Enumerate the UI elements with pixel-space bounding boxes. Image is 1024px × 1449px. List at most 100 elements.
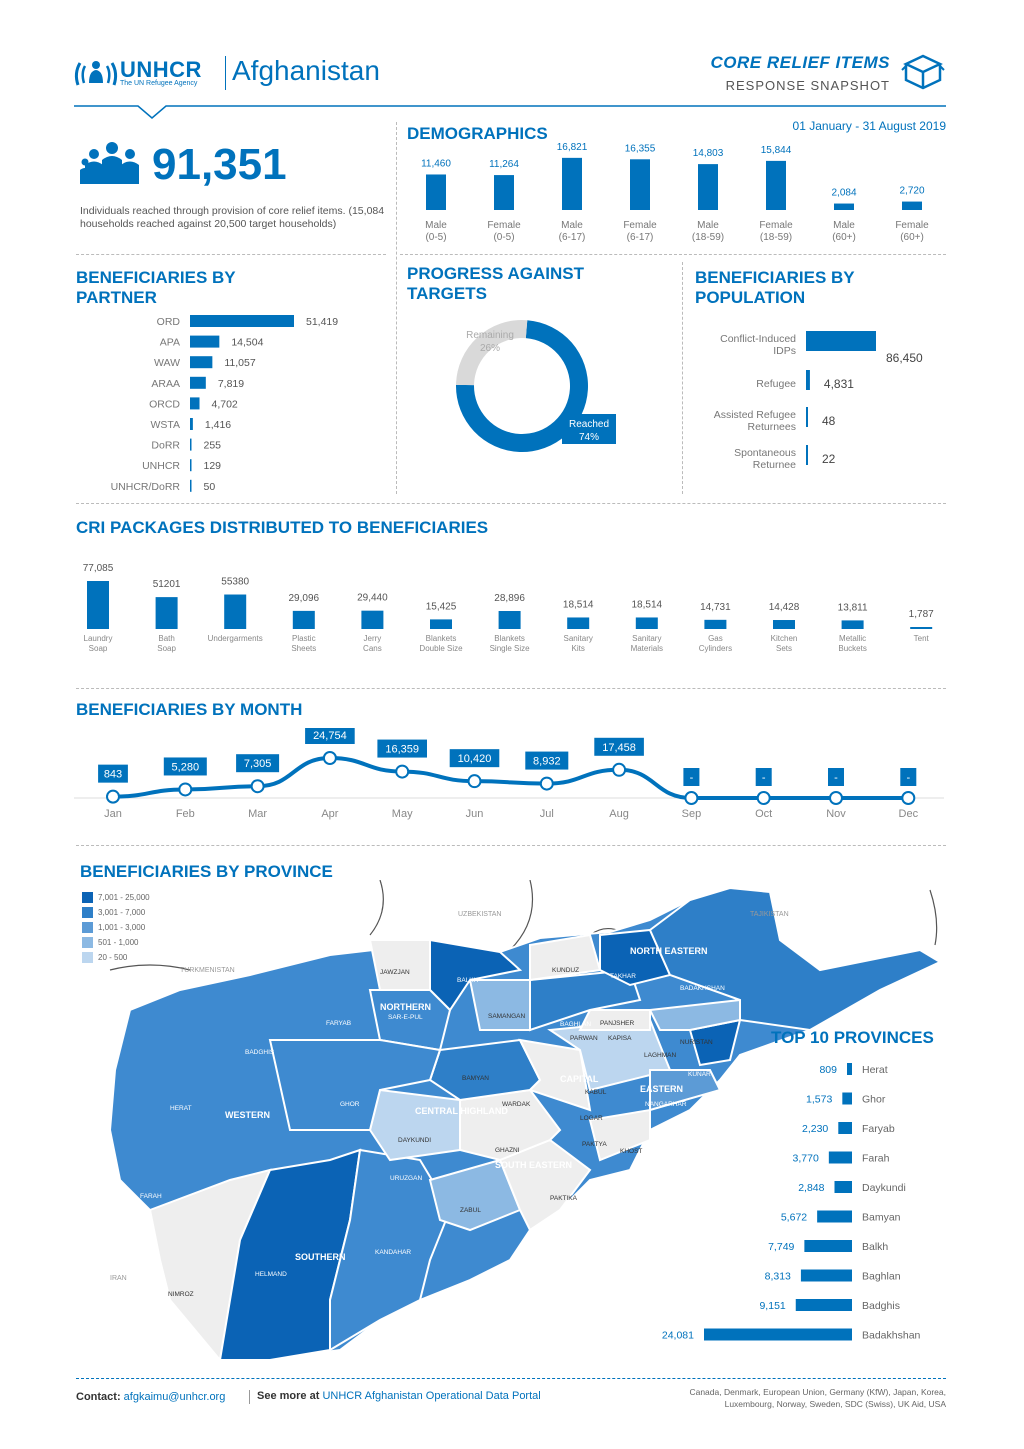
month-category-label: Dec: [899, 808, 919, 820]
map-province-label: FARAH: [140, 1193, 162, 1200]
footer-more: See more at UNHCR Afghanistan Operationa…: [257, 1390, 541, 1402]
month-point: [178, 782, 193, 797]
divider: [400, 254, 946, 255]
partner-bar: [190, 459, 192, 472]
map-region-label: SOUTHERN: [295, 1252, 346, 1262]
demographics-bar: [766, 160, 786, 210]
legend-item: 1,001 - 3,000: [82, 922, 150, 937]
contact-email-link[interactable]: afgkaimu@unhcr.org: [123, 1391, 226, 1403]
package-category-label: Sets: [776, 644, 792, 653]
demographics-category-label: Male: [833, 220, 855, 231]
package-bar: [635, 617, 658, 629]
package-bar: [292, 610, 315, 629]
package-bar: [704, 619, 727, 629]
map-region-label: WESTERN: [225, 1110, 270, 1120]
map-province-label: NURISTAN: [680, 1039, 713, 1046]
package-value-label: 29,440: [357, 593, 388, 604]
demographics-category-label: Male: [561, 220, 583, 231]
demographics-category-label: (6-17): [559, 232, 586, 243]
remaining-label: Remaining: [466, 330, 514, 341]
footer-contact: Contact: afgkaimu@unhcr.org: [76, 1391, 225, 1403]
map-region-label: CAPITAL: [560, 1074, 599, 1084]
demographics-bar: [426, 174, 446, 210]
month-category-label: Jan: [104, 808, 122, 820]
legend-label: 1,001 - 3,000: [98, 923, 146, 932]
population-title: BENEFICIARIES BY POPULATION: [695, 268, 855, 307]
package-category-label: Cans: [363, 644, 382, 653]
partner-value-label: 11,057: [224, 357, 255, 369]
map-province-label: KAPISA: [608, 1035, 632, 1042]
map-province-label: NANGARHAR: [645, 1101, 687, 1108]
top10-bar: [795, 1299, 852, 1311]
partner-category-label: APA: [160, 337, 180, 349]
population-category-label: Returnees: [748, 421, 796, 433]
demographics-category-label: Female: [895, 220, 929, 231]
partner-bar: [190, 356, 213, 369]
month-value-box: [594, 737, 644, 756]
partner-bar: [190, 397, 200, 410]
map-country-label: UZBEKISTAN: [458, 911, 501, 918]
population-category-label: Conflict-Induced: [720, 333, 796, 345]
population-bar: [806, 407, 808, 427]
map-region-label: SOUTH EASTERN: [495, 1160, 572, 1170]
package-value-label: 13,811: [838, 602, 868, 613]
map-province-label: ZABUL: [460, 1207, 481, 1214]
package-bar: [155, 597, 178, 629]
demographics-bar: [698, 164, 718, 210]
package-value-label: 1,787: [909, 609, 934, 620]
map-province-label: GHOR: [340, 1101, 360, 1108]
package-bar: [567, 617, 590, 629]
partner-bar: [190, 335, 220, 348]
map-province-label: PANJSHER: [600, 1020, 634, 1027]
package-category-label: Gas: [708, 634, 723, 643]
demographics-category-label: Female: [623, 220, 657, 231]
demographics-value-label: 11,264: [489, 159, 519, 170]
package-bar: [361, 610, 384, 629]
population-bar: [806, 331, 876, 351]
package-bar: [498, 611, 521, 629]
map-region-label: NORTHERN: [380, 1002, 431, 1012]
top10-chart: 809 Herat 1,573 Ghor 2,230 Faryab 3,770 Farah 2,…: [662, 1063, 921, 1342]
partner-bar: [190, 418, 193, 430]
package-value-label: 77,085: [83, 563, 114, 574]
month-value-label: -: [906, 772, 910, 784]
month-value-box: [755, 768, 772, 786]
month-value-box: [163, 757, 207, 776]
top10-value-label: 9,151: [759, 1300, 785, 1312]
package-category-label: Double Size: [419, 644, 463, 653]
org-tagline: The UN Refugee Agency: [120, 80, 198, 87]
top10-category-label: Baghlan: [862, 1271, 901, 1283]
legend-swatch: [82, 892, 93, 904]
partner-value-label: 51,419: [306, 316, 338, 328]
banner-title: CORE RELIEF ITEMS: [710, 53, 890, 72]
population-category-label: Returnee: [753, 459, 796, 471]
province-panjsher: [578, 1009, 651, 1031]
package-value-label: 55380: [221, 577, 249, 588]
demographics-bar: [834, 203, 854, 210]
demographics-category-label: (0-5): [425, 232, 446, 243]
headline-description: Individuals reached through provision of…: [80, 205, 385, 230]
demographics-title: DEMOGRAPHICS: [407, 124, 548, 143]
demographics-value-label: 16,821: [557, 142, 588, 153]
package-bar: [910, 627, 933, 629]
month-category-label: Aug: [609, 808, 629, 820]
month-value-label: 17,458: [602, 742, 636, 754]
footer-rule: [76, 1378, 946, 1379]
package-value-label: 18,514: [632, 599, 663, 610]
legend-swatch: [82, 937, 93, 949]
month-point: [901, 791, 916, 805]
map-province-label: LOGAR: [580, 1115, 603, 1122]
package-category-label: Kitchen: [771, 634, 798, 643]
map-region-label: CENTRAL HIGHLAND: [415, 1106, 508, 1116]
top10-bar: [842, 1092, 852, 1105]
month-point: [829, 791, 843, 805]
month-point: [250, 779, 265, 794]
divider: [682, 262, 683, 494]
map-province-label: PAKTIKA: [550, 1195, 578, 1202]
month-category-label: Jun: [466, 808, 484, 820]
partner-value-label: 129: [204, 460, 222, 472]
map-province-label: KUNAR: [688, 1071, 711, 1078]
data-portal-link[interactable]: UNHCR Afghanistan Operational Data Porta…: [322, 1390, 541, 1402]
package-category-label: Sanitary: [632, 634, 661, 643]
